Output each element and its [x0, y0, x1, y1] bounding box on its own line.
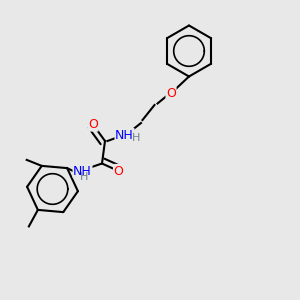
Text: NH: NH: [115, 128, 134, 142]
Text: H: H: [132, 133, 140, 143]
Text: O: O: [114, 164, 123, 178]
Text: NH: NH: [73, 164, 92, 178]
Text: O: O: [166, 86, 176, 100]
Text: H: H: [80, 172, 88, 182]
Text: O: O: [88, 118, 98, 131]
